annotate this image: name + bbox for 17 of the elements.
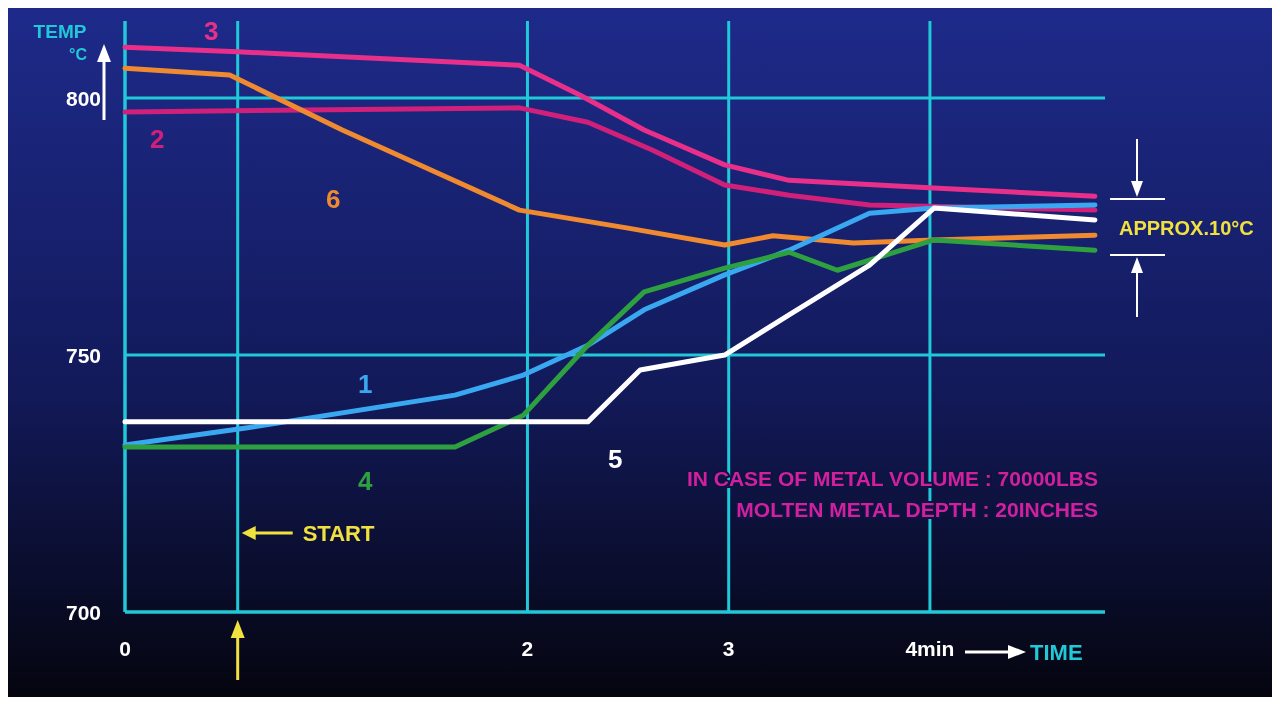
text: APPROX.10°C (1119, 217, 1254, 239)
x-tick-label: 3 (722, 637, 735, 660)
series-label: 5 (608, 444, 623, 474)
series-label: 2 (150, 124, 165, 154)
x-axis-title: TIME (1030, 640, 1083, 665)
x-tick-label: 0 (119, 637, 131, 660)
x-tick-label: 2 (521, 637, 534, 660)
y-tick-label: 800 (65, 87, 101, 111)
series-label: 1 (358, 369, 373, 399)
ref-line-label: START (302, 521, 375, 546)
y-axis-title: TEMP °C (33, 21, 88, 63)
series-label: 4 (358, 466, 373, 496)
y-tick-label: 700 (65, 601, 101, 624)
series-label: 3 (204, 16, 219, 46)
y-tick-label: 750 (65, 344, 101, 368)
x-tick-label: 4min (905, 637, 955, 660)
series-label: 6 (326, 184, 341, 214)
